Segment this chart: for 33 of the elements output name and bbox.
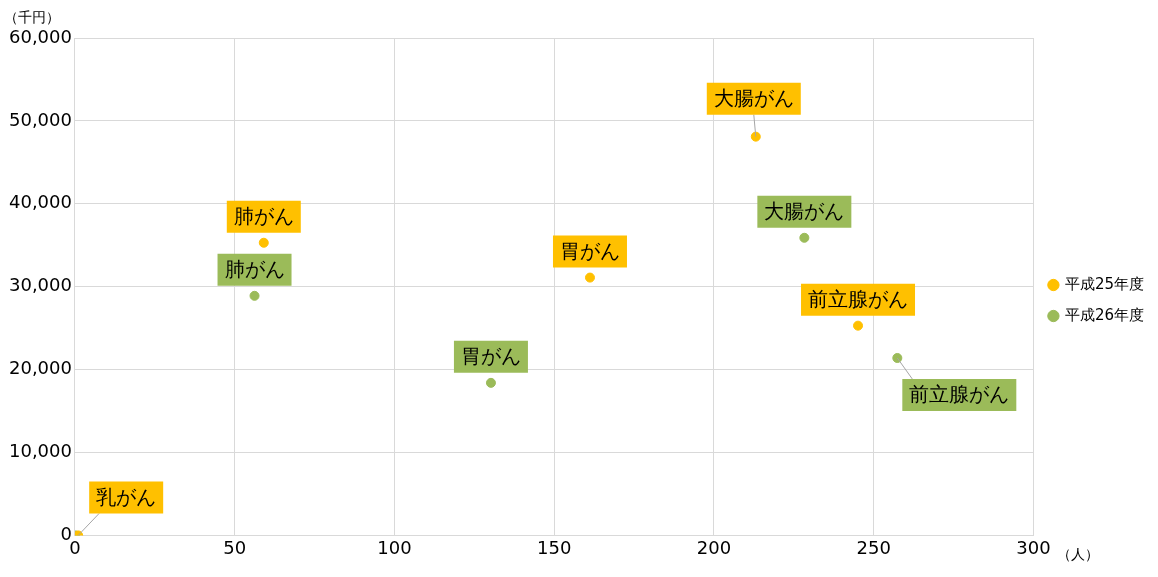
point — [750, 131, 761, 142]
y-tick-label: 10,000 — [9, 440, 72, 462]
point — [258, 237, 269, 248]
annotation: 胃がん — [460, 344, 521, 369]
point — [584, 272, 595, 283]
y-axis-title: （千円） — [4, 8, 60, 25]
y-tick-label: 50,000 — [9, 108, 72, 130]
x-tick-label: 50 — [223, 536, 247, 558]
x-tick-label: 250 — [856, 536, 891, 558]
annotation: 胃がん — [559, 238, 620, 263]
annotation: 前立腺がん — [909, 382, 1010, 407]
y-tick-label: 20,000 — [9, 357, 72, 379]
y-tick-label: 40,000 — [9, 191, 72, 213]
legend-label: 平成26年度 — [1064, 305, 1145, 324]
x-axis-title: （人） — [1057, 546, 1100, 563]
annotation: 前立腺がん — [808, 286, 909, 311]
point — [892, 352, 903, 363]
annotation: 肺がん — [224, 257, 285, 282]
y-tick-label: 60,000 — [9, 25, 72, 47]
point — [485, 377, 496, 388]
annotation: 大腸がん — [764, 198, 845, 223]
annotation: 肺がん — [233, 203, 294, 228]
annotation: 乳がん — [96, 484, 157, 509]
y-tick-label: 30,000 — [9, 274, 72, 296]
x-tick-label: 200 — [696, 536, 732, 558]
x-tick-label: 300 — [1016, 536, 1051, 558]
x-tick-label: 150 — [537, 536, 572, 558]
point — [249, 290, 260, 301]
x-tick-label: 100 — [377, 536, 412, 558]
legend-label: 平成25年度 — [1064, 274, 1145, 293]
point — [799, 232, 810, 243]
annotation: 大腸がん — [713, 85, 794, 110]
point — [853, 320, 864, 331]
